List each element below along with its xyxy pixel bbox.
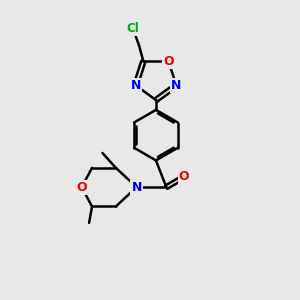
Text: Cl: Cl <box>127 22 139 35</box>
Text: O: O <box>179 170 190 183</box>
Text: N: N <box>131 181 142 194</box>
Text: N: N <box>130 79 141 92</box>
Text: O: O <box>76 181 87 194</box>
Text: O: O <box>163 55 174 68</box>
Text: N: N <box>171 79 181 92</box>
